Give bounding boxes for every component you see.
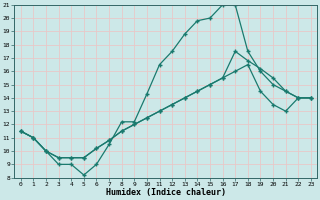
X-axis label: Humidex (Indice chaleur): Humidex (Indice chaleur) — [106, 188, 226, 197]
